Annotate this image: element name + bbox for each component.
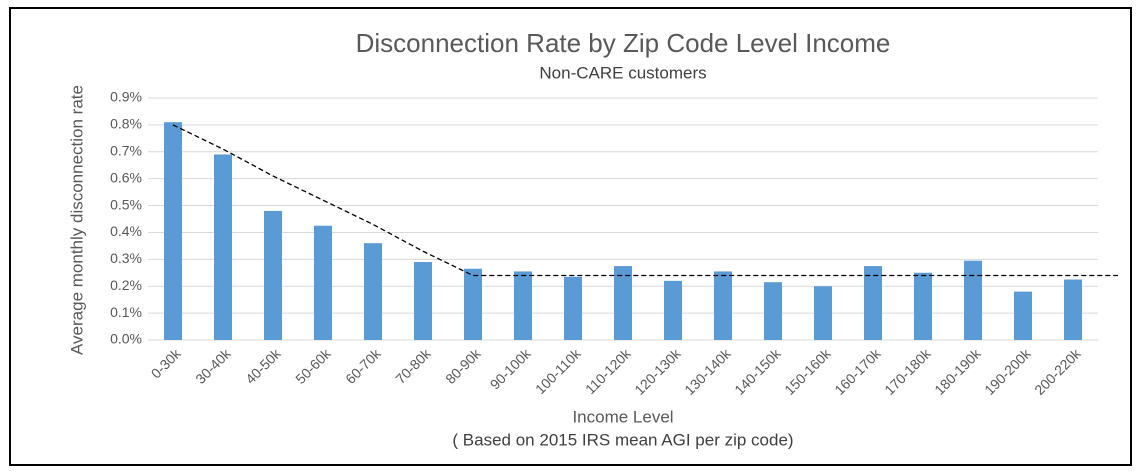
- bar: [764, 282, 782, 340]
- x-axis-label: Income Level: [572, 407, 673, 426]
- bar: [1064, 279, 1082, 340]
- y-tick-label: 0.9%: [110, 89, 142, 105]
- y-tick-label: 0.0%: [110, 331, 142, 347]
- bar: [664, 280, 682, 340]
- y-tick-label: 0.1%: [110, 304, 142, 320]
- bar: [864, 266, 882, 340]
- y-tick-label: 0.8%: [110, 116, 142, 132]
- bar: [1014, 291, 1032, 340]
- bar: [514, 271, 532, 340]
- bar: [814, 286, 832, 340]
- bar: [914, 272, 932, 340]
- bar: [314, 225, 332, 340]
- x-axis-note: ( Based on 2015 IRS mean AGI per zip cod…: [452, 430, 793, 449]
- y-tick-label: 0.6%: [110, 169, 142, 185]
- bar: [214, 154, 232, 340]
- bar: [414, 262, 432, 340]
- bar: [264, 210, 282, 340]
- bar: [964, 260, 982, 340]
- y-tick-label: 0.7%: [110, 142, 142, 158]
- bar: [464, 268, 482, 340]
- bar: [164, 122, 182, 340]
- bar: [714, 271, 732, 340]
- chart-subtitle: Non-CARE customers: [539, 63, 706, 82]
- y-tick-label: 0.3%: [110, 250, 142, 266]
- trend-line: [172, 124, 1118, 277]
- y-tick-label: 0.4%: [110, 223, 142, 239]
- bar: [564, 276, 582, 340]
- chart-title: Disconnection Rate by Zip Code Level Inc…: [356, 28, 891, 58]
- bar: [614, 266, 632, 340]
- chart-border: [9, 7, 1132, 466]
- y-tick-label: 0.5%: [110, 196, 142, 212]
- y-axis-label: Average monthly disconnection rate: [67, 85, 86, 355]
- y-tick-label: 0.2%: [110, 277, 142, 293]
- bar: [364, 243, 382, 340]
